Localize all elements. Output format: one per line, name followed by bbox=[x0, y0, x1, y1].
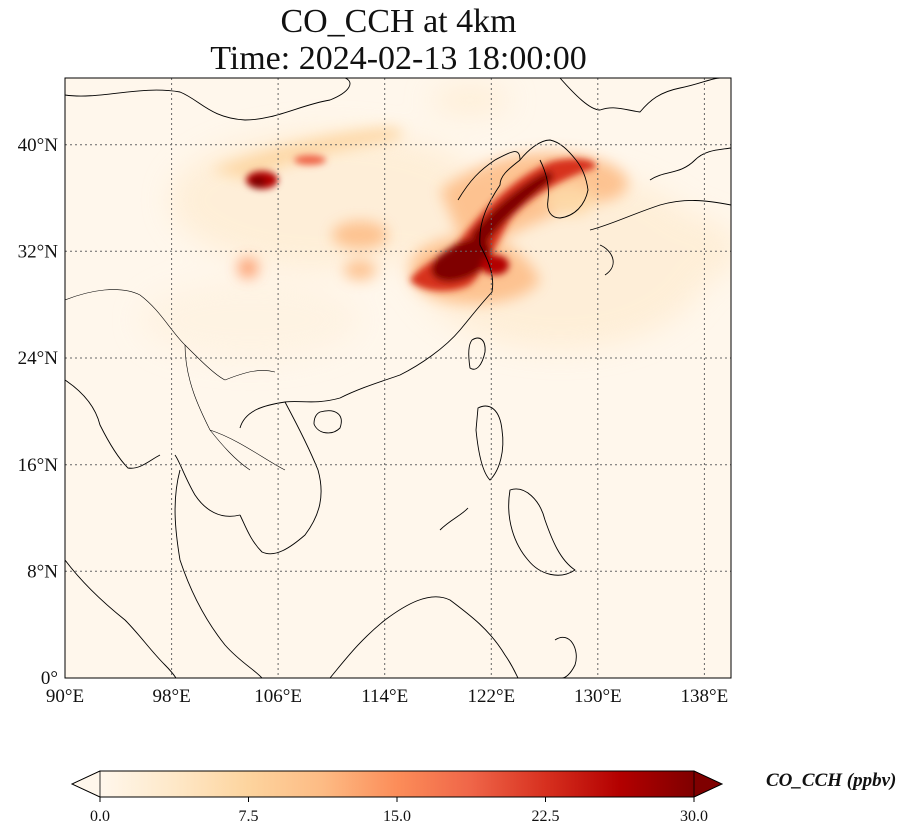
coastlines bbox=[65, 78, 731, 678]
myanmar-coast bbox=[65, 379, 161, 469]
hainan bbox=[313, 410, 342, 434]
colorbar-tick-label: 7.5 bbox=[239, 808, 259, 825]
northern-border bbox=[65, 78, 351, 121]
colorbar-tick-label: 22.5 bbox=[532, 808, 560, 825]
colorbar-tick-label: 0.0 bbox=[90, 808, 110, 825]
northeast-border bbox=[559, 78, 721, 113]
lat-tick-label: 32°N bbox=[18, 242, 59, 263]
china-east-coast bbox=[239, 151, 521, 429]
longitude-tick-labels: 90°E 98°E 106°E 114°E 122°E 130°E 138°E bbox=[46, 686, 728, 707]
map-frame bbox=[64, 77, 732, 679]
colorbar: 0.0 7.5 15.0 22.5 30.0 bbox=[70, 770, 724, 825]
co-concentration-field bbox=[140, 85, 731, 360]
lat-tick-label: 24°N bbox=[18, 348, 59, 369]
japan-coast bbox=[589, 147, 731, 276]
map-plot-area bbox=[65, 78, 731, 678]
colorbar-ticks bbox=[99, 797, 695, 802]
sulawesi bbox=[554, 637, 577, 678]
taiwan bbox=[468, 337, 486, 370]
korea-peninsula bbox=[539, 159, 589, 219]
latitude-tick-labels: 0° 8°N 16°N 24°N 32°N 40°N bbox=[18, 135, 59, 689]
colorbar-tick-label: 15.0 bbox=[383, 808, 411, 825]
malay-peninsula bbox=[174, 469, 263, 678]
luzon bbox=[475, 405, 504, 481]
colorbar-tick-label: 30.0 bbox=[680, 808, 708, 825]
sumatra bbox=[65, 559, 177, 678]
chart-title-line-2: Time: 2024-02-13 18:00:00 bbox=[210, 40, 587, 77]
colorbar-extend-max bbox=[693, 770, 723, 798]
liaodong-coast bbox=[519, 139, 577, 161]
visayas-mindanao bbox=[508, 488, 576, 576]
lon-tick-label: 90°E bbox=[46, 686, 84, 707]
lon-tick-label: 122°E bbox=[467, 686, 515, 707]
lon-tick-label: 130°E bbox=[574, 686, 622, 707]
palawan bbox=[439, 507, 469, 531]
colorbar-title: CO_CCH (ppbv) bbox=[766, 770, 897, 791]
lat-tick-label: 40°N bbox=[18, 135, 59, 156]
borneo bbox=[329, 596, 519, 678]
chart-title-line-1: CO_CCH at 4km bbox=[280, 3, 517, 40]
vietnam-coast bbox=[239, 401, 322, 555]
lon-tick-label: 98°E bbox=[152, 686, 190, 707]
inland-borders bbox=[65, 289, 286, 471]
lat-tick-label: 8°N bbox=[27, 562, 58, 583]
lon-tick-label: 106°E bbox=[254, 686, 302, 707]
lon-tick-label: 114°E bbox=[361, 686, 408, 707]
gridlines bbox=[65, 78, 731, 678]
lon-tick-label: 138°E bbox=[681, 686, 729, 707]
thailand-gulf bbox=[174, 454, 241, 517]
lat-tick-label: 0° bbox=[41, 668, 58, 689]
colorbar-extend-min bbox=[71, 770, 101, 798]
lat-tick-label: 16°N bbox=[18, 455, 59, 476]
colorbar-bar bbox=[100, 771, 694, 797]
